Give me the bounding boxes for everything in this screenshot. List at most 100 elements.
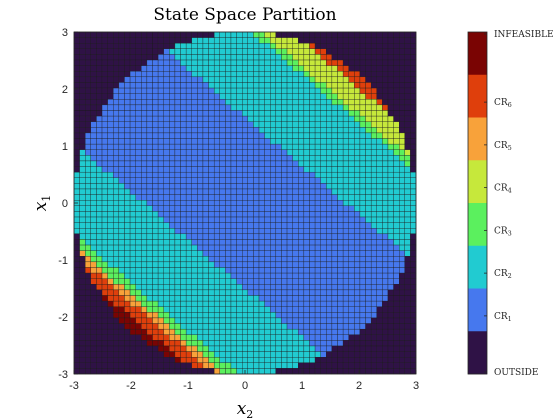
partition-cell bbox=[410, 256, 417, 263]
partition-cell bbox=[141, 183, 148, 190]
partition-cell bbox=[253, 48, 260, 55]
partition-cell bbox=[303, 334, 310, 341]
partition-cell bbox=[387, 340, 394, 347]
partition-cell bbox=[169, 256, 176, 263]
partition-cell bbox=[107, 31, 114, 38]
partition-cell bbox=[152, 256, 159, 263]
partition-cell bbox=[152, 334, 159, 341]
partition-cell bbox=[303, 289, 310, 296]
partition-cell bbox=[370, 93, 377, 100]
partition-cell bbox=[225, 256, 232, 263]
partition-cell bbox=[174, 256, 181, 263]
partition-cell bbox=[174, 104, 181, 111]
partition-cell bbox=[303, 272, 310, 279]
partition-cell bbox=[264, 65, 271, 72]
partition-cell bbox=[253, 87, 260, 94]
partition-cell bbox=[146, 115, 153, 122]
partition-cell bbox=[129, 194, 136, 201]
partition-cell bbox=[258, 205, 265, 212]
partition-cell bbox=[247, 250, 254, 257]
partition-cell bbox=[258, 155, 265, 162]
partition-cell bbox=[202, 357, 209, 363]
partition-cell bbox=[185, 272, 192, 279]
partition-cell bbox=[79, 317, 86, 324]
partition-cell bbox=[298, 362, 305, 369]
partition-cell bbox=[292, 216, 299, 223]
partition-cell bbox=[309, 306, 316, 313]
partition-cell bbox=[219, 228, 226, 235]
partition-cell bbox=[169, 222, 176, 229]
partition-cell bbox=[219, 65, 226, 72]
partition-cell bbox=[129, 71, 136, 78]
partition-cell bbox=[124, 205, 131, 212]
partition-cell bbox=[253, 267, 260, 274]
partition-cell bbox=[141, 43, 148, 49]
partition-cell bbox=[107, 261, 114, 268]
partition-cell bbox=[219, 200, 226, 206]
partition-cell bbox=[113, 143, 120, 150]
partition-cell bbox=[113, 300, 120, 307]
partition-cell bbox=[281, 233, 288, 240]
partition-cell bbox=[404, 368, 411, 375]
partition-cell bbox=[354, 300, 361, 307]
partition-cell bbox=[73, 177, 80, 184]
partition-cell bbox=[387, 65, 394, 72]
partition-cell bbox=[337, 362, 344, 369]
partition-cell bbox=[393, 71, 400, 78]
partition-cell bbox=[242, 289, 248, 296]
partition-cell bbox=[337, 205, 344, 212]
partition-cell bbox=[365, 48, 372, 55]
partition-cell bbox=[309, 149, 316, 156]
partition-cell bbox=[107, 211, 114, 218]
partition-cell bbox=[303, 362, 310, 369]
partition-cell bbox=[124, 54, 131, 61]
partition-cell bbox=[410, 48, 417, 55]
partition-cell bbox=[292, 233, 299, 240]
partition-cell bbox=[163, 222, 170, 229]
partition-cell bbox=[73, 368, 80, 375]
partition-cell bbox=[370, 143, 377, 150]
partition-cell bbox=[219, 323, 226, 330]
partition-cell bbox=[309, 127, 316, 134]
partition-cell bbox=[348, 188, 355, 195]
partition-cell bbox=[90, 54, 97, 61]
partition-cell bbox=[124, 306, 131, 313]
partition-cell bbox=[399, 244, 405, 251]
y-axis-label: x1 bbox=[31, 195, 53, 212]
partition-cell bbox=[376, 233, 383, 240]
partition-cell bbox=[399, 278, 405, 285]
partition-cell bbox=[191, 211, 198, 218]
partition-cell bbox=[253, 306, 260, 313]
partition-cell bbox=[118, 99, 125, 106]
partition-cell bbox=[124, 65, 131, 72]
partition-cell bbox=[79, 82, 86, 89]
partition-cell bbox=[348, 48, 355, 55]
partition-cell bbox=[230, 272, 237, 279]
partition-cell bbox=[230, 256, 237, 263]
partition-cell bbox=[320, 65, 327, 72]
partition-cell bbox=[270, 149, 277, 156]
partition-cell bbox=[253, 82, 260, 89]
partition-cell bbox=[124, 256, 131, 263]
partition-cell bbox=[107, 115, 114, 122]
partition-cell bbox=[370, 250, 377, 257]
partition-cell bbox=[270, 127, 277, 134]
partition-cell bbox=[258, 177, 265, 184]
partition-cell bbox=[185, 183, 192, 190]
partition-cell bbox=[348, 272, 355, 279]
partition-cell bbox=[286, 345, 293, 352]
partition-cell bbox=[281, 334, 288, 341]
partition-cell bbox=[242, 99, 248, 106]
partition-cell bbox=[135, 71, 142, 78]
partition-cell bbox=[208, 82, 215, 89]
partition-cell bbox=[85, 317, 91, 324]
partition-cell bbox=[163, 278, 170, 285]
partition-cell bbox=[298, 194, 305, 201]
partition-cell bbox=[393, 239, 400, 246]
partition-cell bbox=[185, 340, 192, 347]
partition-cell bbox=[85, 272, 91, 279]
partition-cell bbox=[107, 48, 114, 55]
partition-cell bbox=[101, 71, 108, 78]
partition-cell bbox=[404, 143, 411, 150]
partition-cell bbox=[399, 295, 405, 302]
